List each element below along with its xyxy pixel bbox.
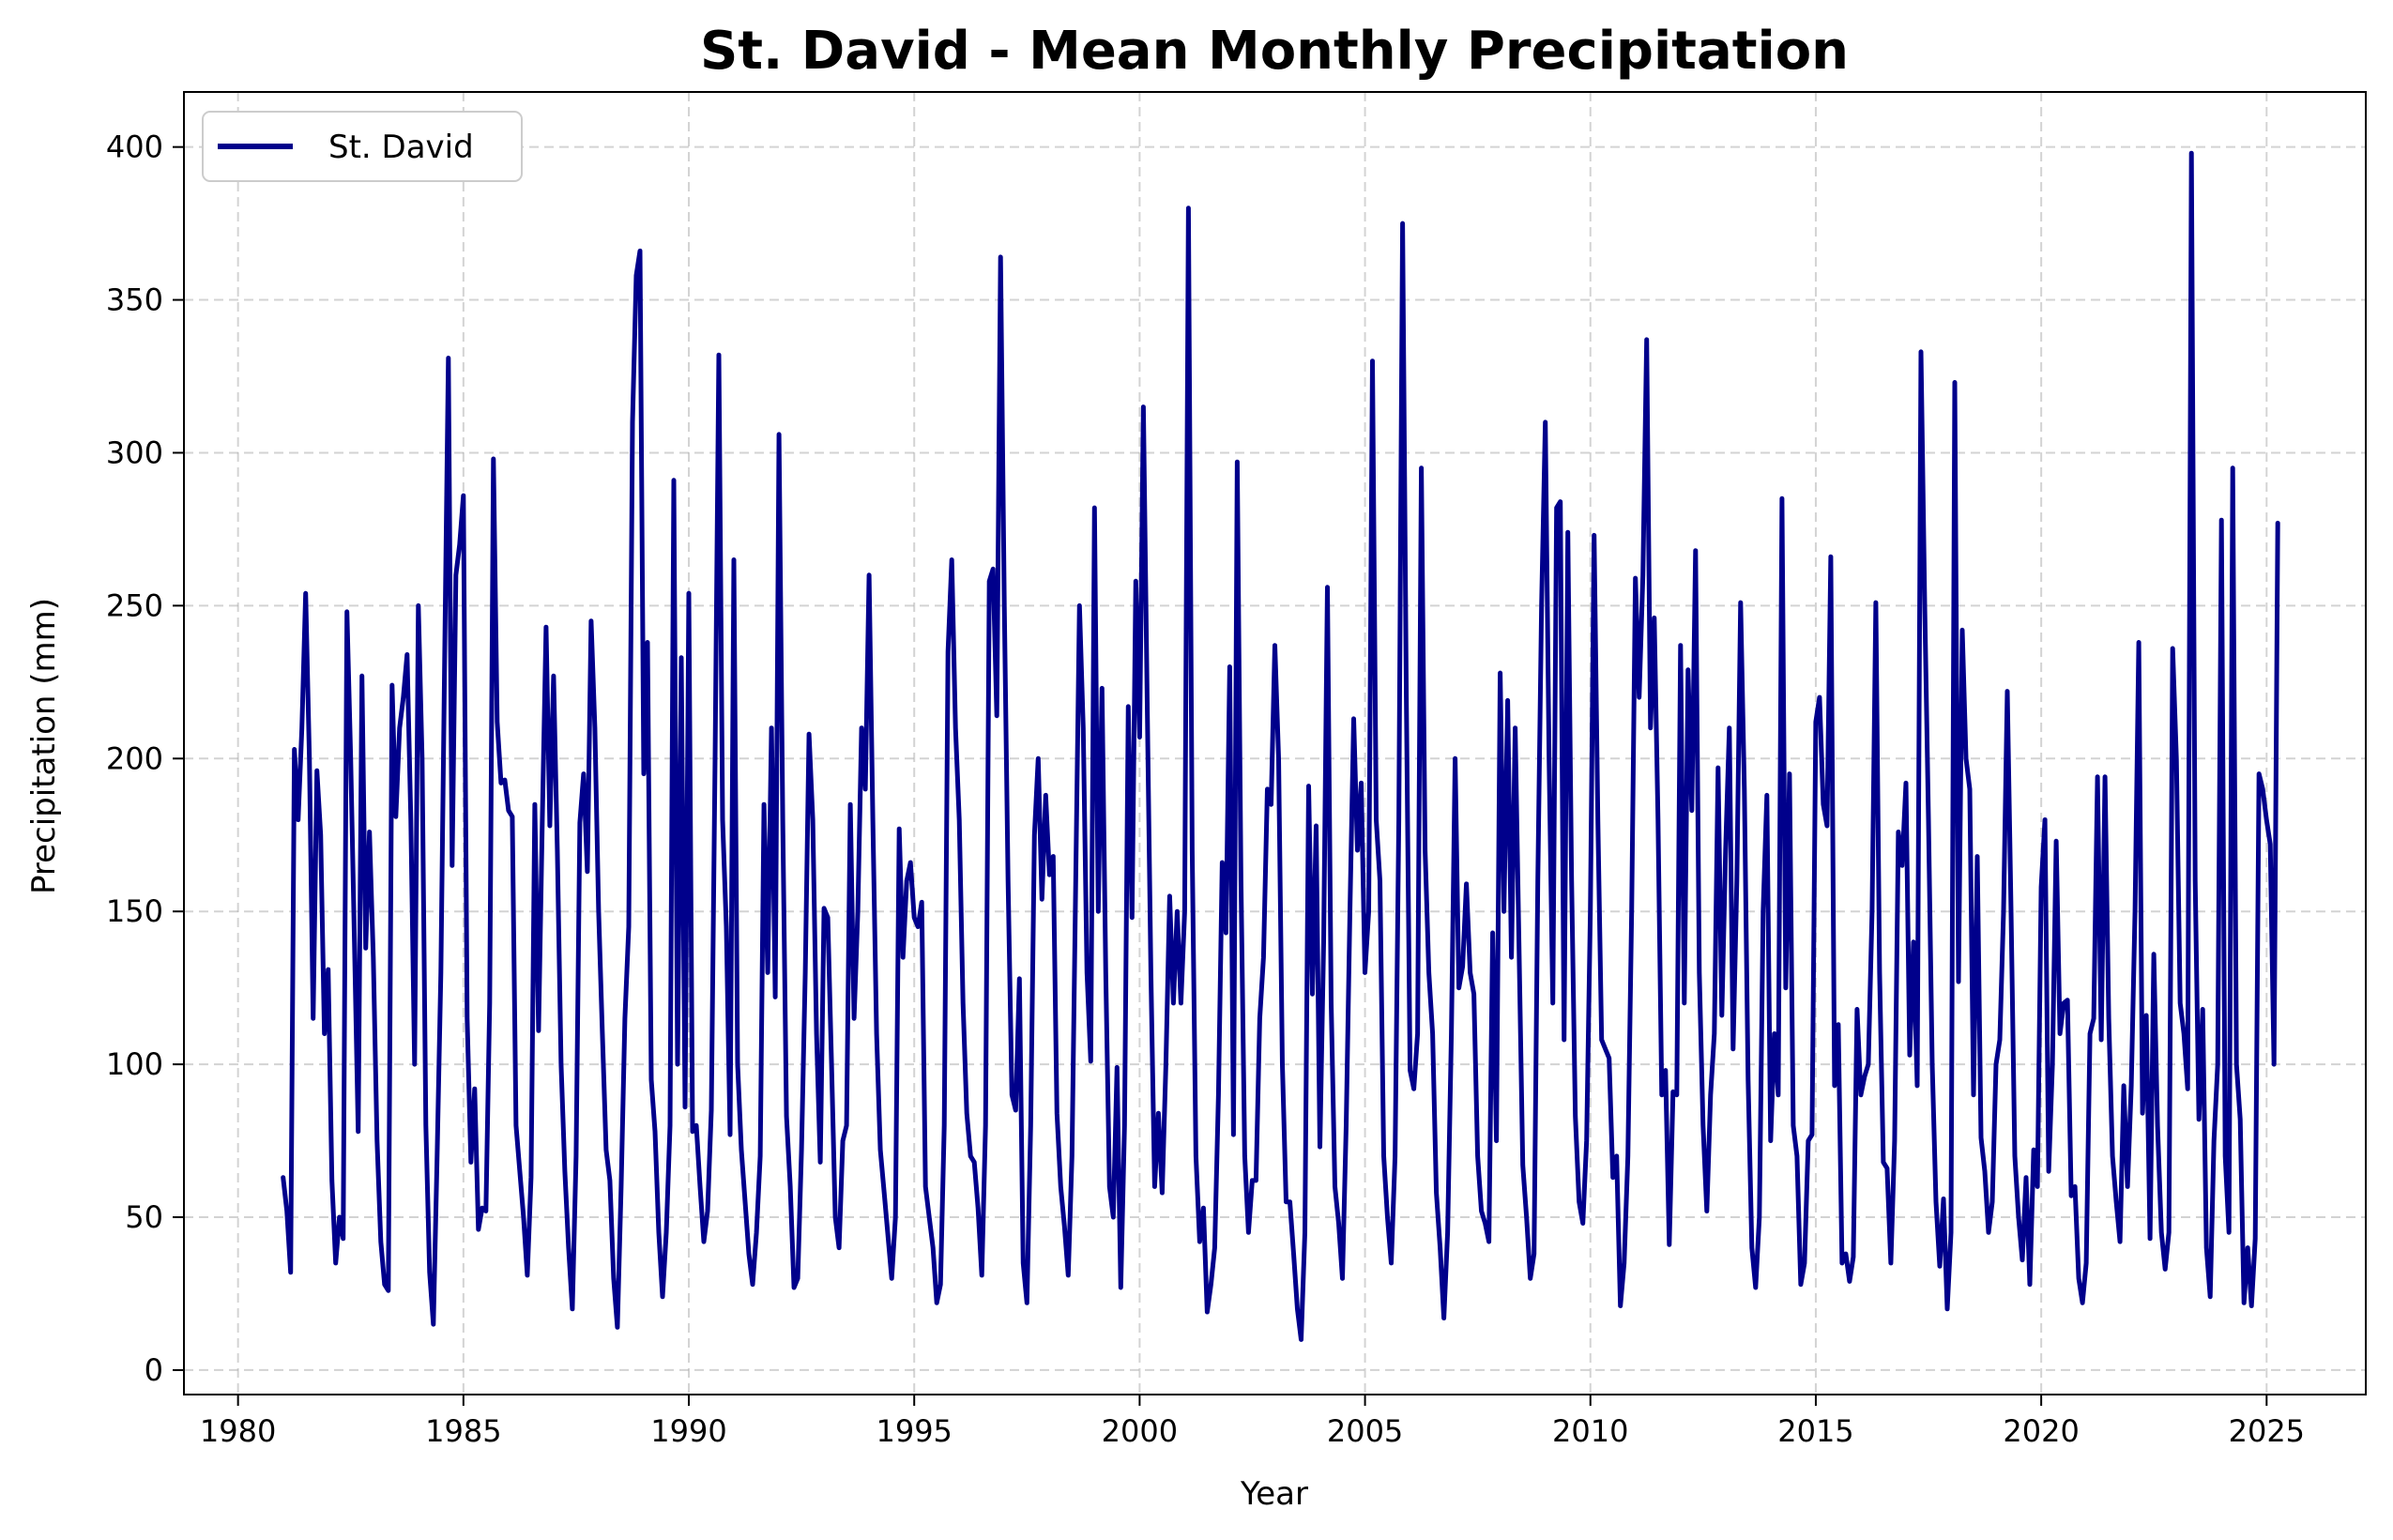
y-tick-label: 100	[106, 1046, 163, 1082]
y-axis-label: Precipitation (mm)	[25, 598, 63, 894]
x-tick-label: 1980	[200, 1413, 276, 1449]
legend: St. David	[202, 111, 523, 182]
x-tick-label: 2020	[2003, 1413, 2079, 1449]
y-axis: 0 50 100 150 200 250 300 350 400	[106, 130, 184, 1388]
x-axis: 1980 1985 1990 1995 2000 2005 2010 2015 2020 2025	[200, 1395, 2305, 1449]
y-tick-label: 400	[106, 130, 163, 165]
x-axis-label: Year	[1240, 1475, 1308, 1513]
grid-lines	[184, 92, 2366, 1395]
x-tick-label: 2025	[2229, 1413, 2305, 1449]
y-tick-label: 300	[106, 435, 163, 470]
x-tick-label: 1985	[425, 1413, 501, 1449]
x-tick-label: 2015	[1777, 1413, 1853, 1449]
x-tick-label: 2005	[1327, 1413, 1403, 1449]
y-tick-label: 150	[106, 893, 163, 929]
chart-title: St. David - Mean Monthly Precipitation	[700, 21, 1849, 82]
x-tick-label: 1990	[650, 1413, 726, 1449]
plot-frame	[183, 91, 2367, 1395]
series-line-st-david	[281, 150, 2280, 1342]
series-lines	[281, 150, 2280, 1342]
y-tick-label: 0	[145, 1352, 163, 1388]
y-tick-label: 200	[106, 740, 163, 776]
legend-box	[202, 111, 523, 182]
x-tick-label: 1995	[876, 1413, 952, 1449]
x-tick-label: 2000	[1102, 1413, 1178, 1449]
y-tick-label: 350	[106, 282, 163, 318]
y-tick-label: 250	[106, 587, 163, 623]
legend-label-st-david: St. David	[328, 129, 474, 166]
y-tick-label: 50	[125, 1199, 163, 1235]
x-tick-label: 2010	[1552, 1413, 1628, 1449]
